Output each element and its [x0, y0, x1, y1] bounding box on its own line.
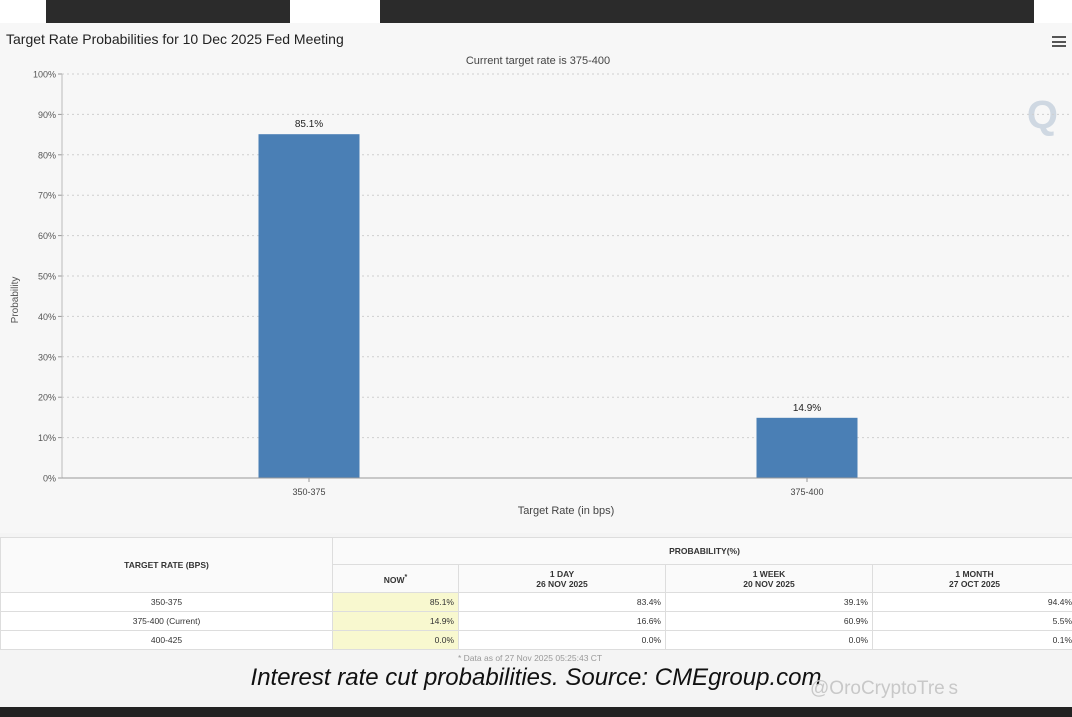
chart-title: Target Rate Probabilities for 10 Dec 202… [6, 31, 344, 47]
now-mark: * [404, 572, 408, 581]
bars: 85.1% 350-375 14.9% 375-400 [258, 119, 858, 497]
sub-header-1-month: 1 MONTH 27 OCT 2025 [871, 564, 1072, 593]
cell-now: 0.0% [332, 630, 459, 650]
table-row: 350-375 85.1% 83.4% 39.1% 94.4% [0, 592, 1072, 612]
sub-header-now: NOW* [332, 564, 459, 593]
y-tick-label: 90% [38, 110, 56, 120]
x-tick-label: 350-375 [292, 487, 325, 497]
y-tick-label: 40% [38, 312, 56, 322]
sub-header-line1: 1 WEEK [752, 568, 786, 579]
sub-header-line1: 1 DAY [549, 568, 575, 579]
y-tick-label: 10% [38, 433, 56, 443]
probability-table-container: TARGET RATE (BPS) PROBABILITY(%) NOW* 1 … [0, 537, 1072, 650]
probability-table: TARGET RATE (BPS) PROBABILITY(%) NOW* 1 … [0, 537, 1072, 650]
table-row: 375-400 (Current) 14.9% 16.6% 60.9% 5.5% [0, 611, 1072, 631]
y-tick-label: 80% [38, 150, 56, 160]
cell-1-month: 5.5% [871, 611, 1072, 631]
credit-watermark: @OroCryptoTre s [810, 678, 959, 699]
top-strip-block [380, 0, 1034, 23]
cell-1-day: 0.0% [458, 630, 666, 650]
bar [756, 417, 858, 478]
bar-value-label: 85.1% [295, 119, 323, 130]
sub-header-line2: 26 NOV 2025 [536, 578, 588, 589]
cell-rate: 400-425 [0, 630, 333, 650]
sub-header-1-week: 1 WEEK 20 NOV 2025 [665, 564, 873, 593]
cell-1-month: 94.4% [871, 592, 1072, 612]
sub-header-line2: 20 NOV 2025 [743, 578, 795, 589]
bar-value-label: 14.9% [793, 403, 821, 414]
data-as-of-footnote: * Data as of 27 Nov 2025 05:25:43 CT [458, 653, 603, 663]
cell-rate: 350-375 [0, 592, 333, 612]
x-tick-label: 375-400 [790, 487, 823, 497]
bar [258, 134, 360, 479]
chart-panel: Target Rate Probabilities for 10 Dec 202… [0, 23, 1072, 533]
sub-header-line1: 1 MONTH [955, 568, 994, 579]
y-tick-label: 60% [38, 231, 56, 241]
cell-1-week: 39.1% [665, 592, 873, 612]
y-tick-label: 30% [38, 352, 56, 362]
sub-header-line2: 27 OCT 2025 [949, 578, 1001, 589]
cell-1-day: 16.6% [458, 611, 666, 631]
cell-now: 85.1% [332, 592, 459, 612]
cell-1-month: 0.1% [871, 630, 1072, 650]
table-row: 400-425 0.0% 0.0% 0.0% 0.1% [0, 630, 1072, 650]
y-tick-label: 0% [43, 474, 56, 484]
bottom-strip [0, 707, 1072, 717]
q-watermark-logo: Q [1026, 93, 1058, 137]
cell-1-week: 0.0% [665, 630, 873, 650]
cell-1-day: 83.4% [458, 592, 666, 612]
y-axis-label: Probability [10, 277, 21, 324]
cell-1-week: 60.9% [665, 611, 873, 631]
x-axis-label: Target Rate (in bps) [518, 505, 615, 517]
hamburger-menu-icon[interactable] [1052, 36, 1066, 47]
y-tick-label: 50% [38, 272, 56, 282]
y-tick-label: 70% [38, 191, 56, 201]
y-tick-label: 100% [33, 70, 56, 80]
top-strip [0, 0, 1072, 23]
grid: 0% 10% 20% 30% 40% 50% 60% 70% 80% 90% 100% [33, 70, 1072, 484]
image-caption: Interest rate cut probabilities. Source:… [250, 664, 822, 691]
top-strip-block [46, 0, 290, 23]
cell-now: 14.9% [332, 611, 459, 631]
y-tick-label: 20% [38, 393, 56, 403]
chart-subtitle: Current target rate is 375-400 [466, 55, 610, 67]
col-header-target-rate: TARGET RATE (BPS) [0, 537, 333, 593]
bar-chart: Current target rate is 375-400 0% 10% 20% 3… [10, 55, 1072, 517]
now-label: NOW [383, 574, 405, 585]
col-header-probability: PROBABILITY(%) [331, 537, 1072, 565]
cell-rate: 375-400 (Current) [0, 611, 333, 631]
sub-header-1-day: 1 DAY 26 NOV 2025 [458, 564, 666, 593]
